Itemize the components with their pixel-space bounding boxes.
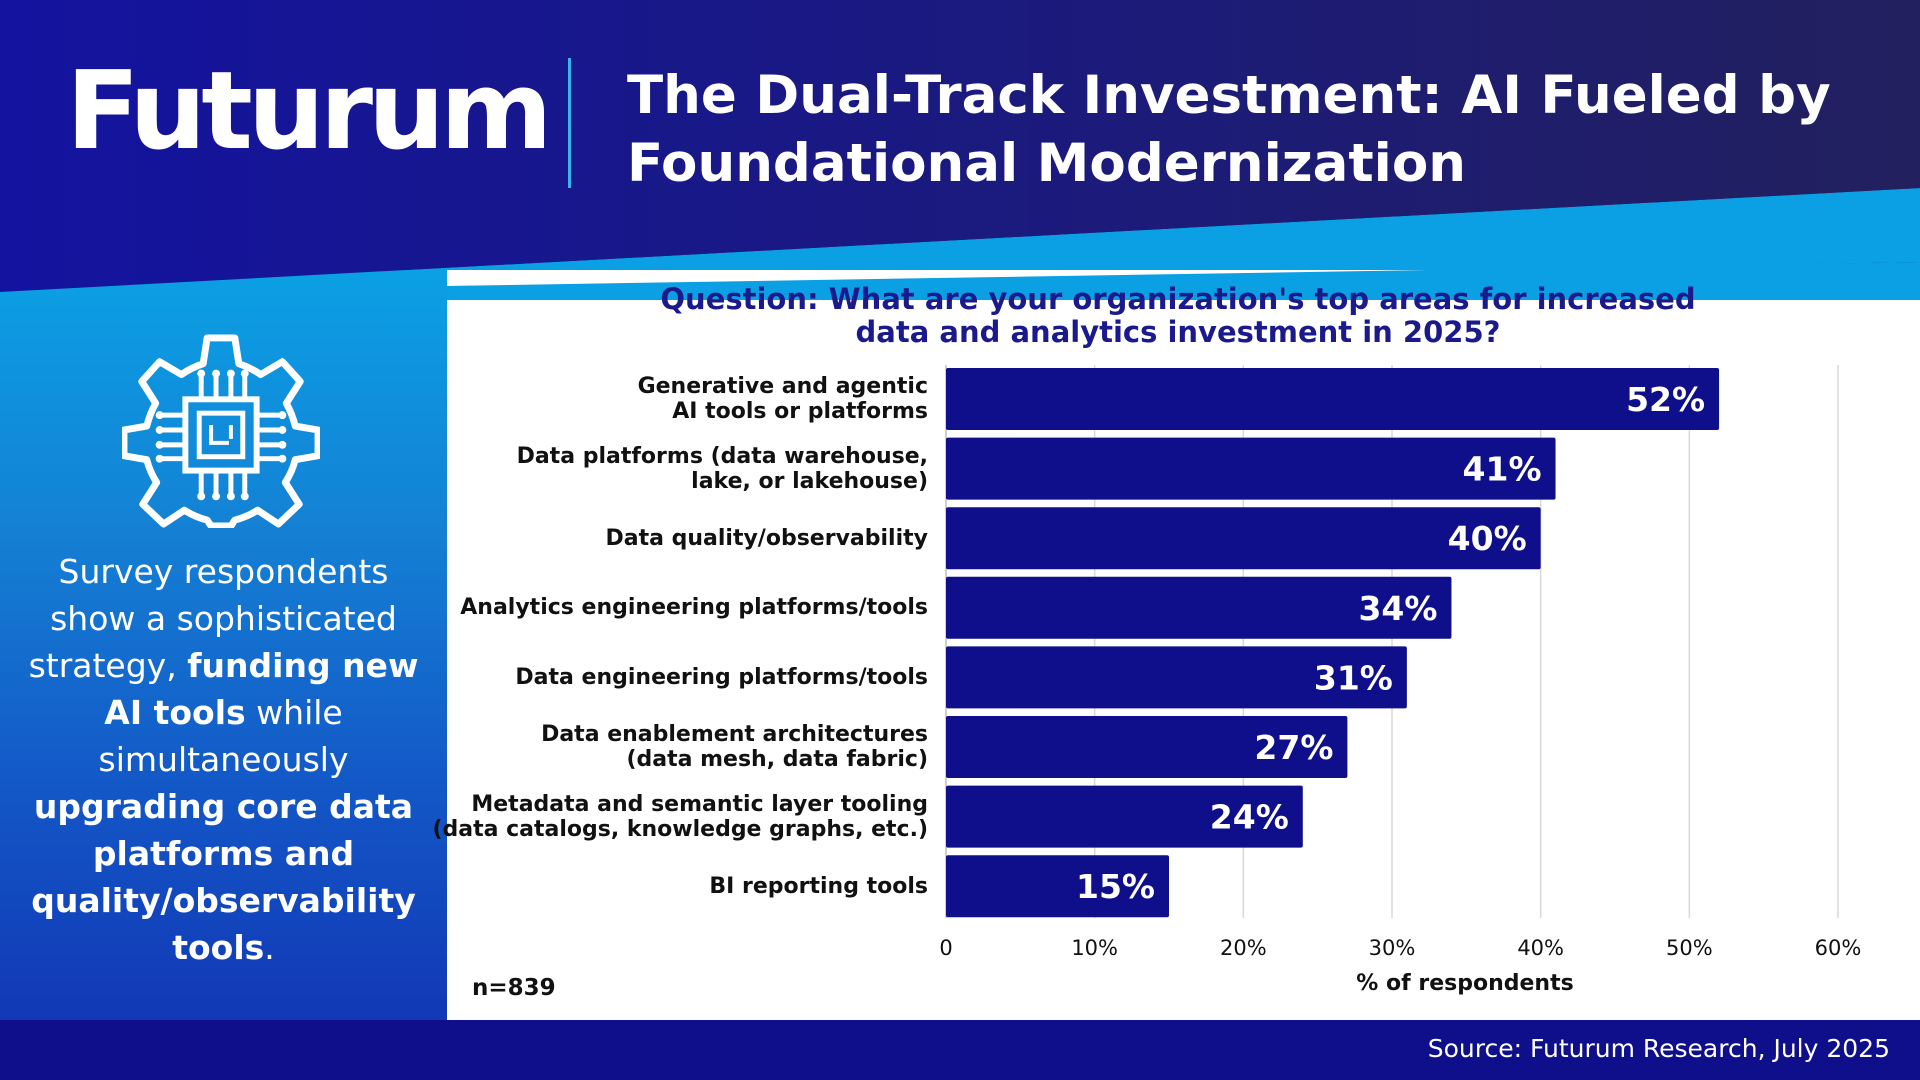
sidebar-emphasis: upgrading core data platforms and qualit… — [31, 787, 416, 967]
category-label-line: Metadata and semantic layer tooling — [471, 791, 928, 817]
category-label-line: Analytics engineering platforms/tools — [460, 595, 928, 621]
chart-question: Question: What are your organization's t… — [447, 283, 1909, 349]
category-label-line: AI tools or platforms — [672, 399, 928, 424]
category-label-line: (data mesh, data fabric) — [626, 747, 928, 772]
category-label: Generative and agentic AI tools or platfo… — [638, 374, 928, 424]
category-label: Analytics engineering platforms/tools — [460, 595, 928, 620]
sidebar-text-part: . — [264, 928, 275, 967]
page-title-line: The Dual-Track Investment: AI Fueled by — [627, 65, 1831, 126]
category-label-line: Data platforms (data warehouse, — [516, 443, 928, 469]
category-label-line: (data catalogs, knowledge graphs, etc.) — [432, 816, 928, 842]
futurum-logo: Futurum — [66, 49, 552, 174]
sidebar-emphasis: funding new AI tools — [104, 646, 419, 732]
chart-question-line: data and analytics investment in 2025? — [855, 315, 1501, 349]
category-label-line: lake, or lakehouse) — [691, 468, 928, 494]
category-label: Data engineering platforms/tools — [515, 665, 928, 690]
category-label-line: Data enablement architectures — [541, 722, 928, 747]
source-note: Source: Futurum Research, July 2025 — [1427, 1034, 1890, 1063]
chart-question-line: Question: What are your organization's t… — [660, 282, 1696, 316]
sample-size-note: n=839 — [472, 975, 556, 1001]
sidebar-text-part: while simultaneously — [98, 693, 349, 779]
page-title-line: Foundational Modernization — [627, 133, 1466, 194]
x-axis-title: % of respondents — [1356, 971, 1574, 996]
page-title: The Dual-Track Investment: AI Fueled by … — [627, 62, 1831, 198]
gear-chip-icon — [122, 334, 320, 528]
sidebar-panel — [0, 270, 447, 1020]
category-label: Data quality/observability — [605, 526, 928, 551]
category-label-line: BI reporting tools — [709, 873, 928, 899]
category-label: Data platforms (data warehouse, lake, or … — [517, 444, 928, 494]
category-label: Data enablement architectures (data mesh,… — [541, 722, 928, 772]
sidebar-text-part: Survey respondents show a sophisticated … — [28, 552, 397, 685]
logo-divider — [568, 58, 571, 188]
category-label-line: Data quality/observability — [605, 525, 928, 551]
category-label: Metadata and semantic layer tooling (data… — [432, 792, 928, 842]
category-label: BI reporting tools — [709, 874, 928, 899]
category-label-line: Data engineering platforms/tools — [515, 664, 928, 690]
sidebar-summary-text: Survey respondents show a sophisticated … — [20, 548, 427, 971]
category-label-line: Generative and agentic — [637, 374, 928, 399]
footer-bar — [0, 1020, 1920, 1080]
